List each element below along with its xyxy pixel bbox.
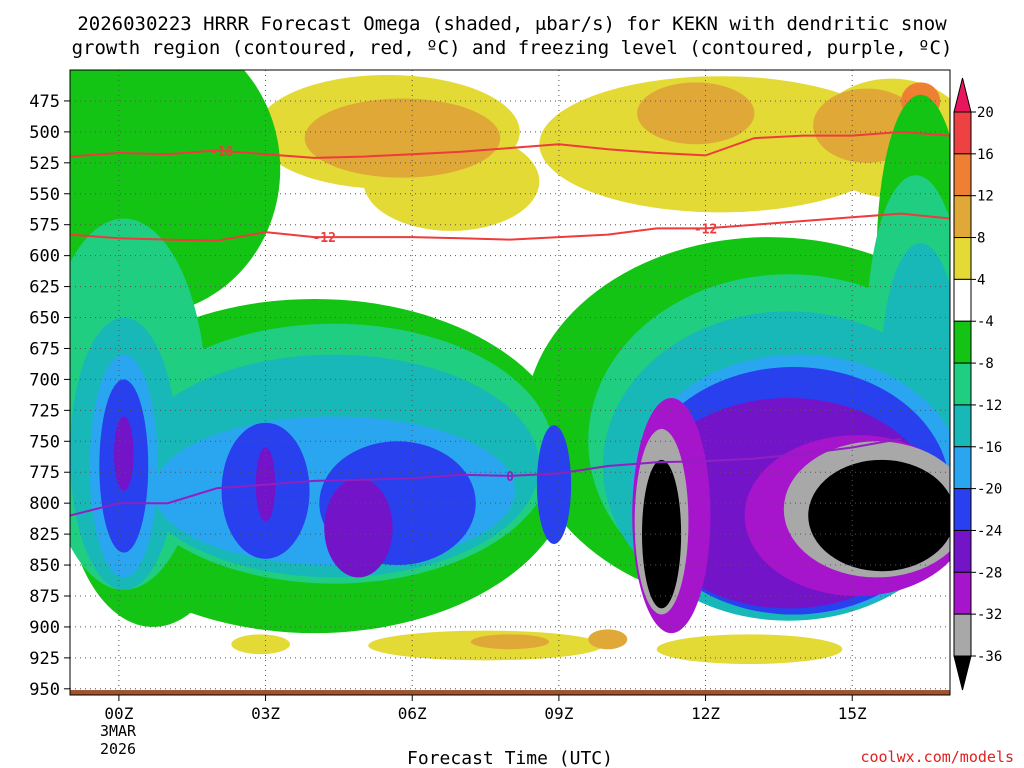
y-tick-label-750: 750 <box>29 432 60 452</box>
date-label-year: 2026 <box>100 740 136 758</box>
y-tick-label-600: 600 <box>29 247 60 267</box>
dgz-contour-minus12-label-0: -12 <box>312 231 335 246</box>
contour-lines: -18 -12 -12 0 <box>70 130 950 517</box>
colorbar-box-2 <box>953 195 972 239</box>
x-tick-label-00Z: 00Z <box>104 704 133 723</box>
x-axis: 00Z 03Z 06Z 09Z 12Z 15Z <box>104 695 867 723</box>
colorbar-box-12 <box>953 613 972 657</box>
colorbar-box-6 <box>953 362 972 406</box>
y-tick-label-625: 625 <box>29 278 60 298</box>
colorbar-box-1 <box>953 153 972 197</box>
colorbar: 20 16 12 8 4 -4 -8 -12 -16 -20 -24 -28 -32 -36 <box>953 77 1002 691</box>
ground-band <box>70 690 950 695</box>
plot-frame <box>69 69 951 696</box>
omega-region-m36-0 <box>642 459 682 609</box>
y-tick-label-950: 950 <box>29 680 60 700</box>
colorbar-label-3: 8 <box>977 231 985 247</box>
colorbar-box-10 <box>953 529 972 573</box>
colorbar-box-8 <box>953 446 972 490</box>
y-tick-label-725: 725 <box>29 401 60 421</box>
omega-region-m20-3 <box>536 425 572 545</box>
colorbar-label-4: 4 <box>977 272 985 288</box>
y-tick-label-825: 825 <box>29 525 60 545</box>
omega-shading <box>70 70 950 665</box>
y-tick-label-800: 800 <box>29 494 60 514</box>
colorbar-label-12: -32 <box>977 607 1002 623</box>
omega-region-m24-0 <box>114 416 134 491</box>
dgz-contour-minus12-label-1: -12 <box>694 222 717 237</box>
dgz-contour-minus12 <box>70 212 950 242</box>
x-tick-label-15Z: 15Z <box>838 704 867 723</box>
y-tick-label-500: 500 <box>29 123 60 143</box>
watermark: coolwx.com/models <box>860 748 1014 766</box>
omega-region-8-3 <box>470 634 550 650</box>
colorbar-label-2: 12 <box>977 189 994 205</box>
colorbar-label-7: -12 <box>977 398 1002 414</box>
x-axis-title: Forecast Time (UTC) <box>407 748 613 768</box>
colorbar-label-10: -24 <box>977 523 1002 539</box>
omega-region-8-4 <box>588 629 628 650</box>
colorbar-label-8: -16 <box>977 440 1002 456</box>
colorbar-label-1: 16 <box>977 147 994 163</box>
y-tick-label-525: 525 <box>29 154 60 174</box>
date-label-day: 3MAR <box>100 722 137 740</box>
colorbar-box-5 <box>953 320 972 364</box>
chart-title-line1: 2026030223 HRRR Forecast Omega (shaded, … <box>77 13 947 35</box>
colorbar-label-0: 20 <box>977 105 994 121</box>
y-tick-label-475: 475 <box>29 92 60 112</box>
ground-surface <box>70 690 950 695</box>
colorbar-box-11 <box>953 571 972 615</box>
y-tick-label-900: 900 <box>29 618 60 638</box>
colorbar-label-6: -8 <box>977 356 994 372</box>
y-tick-label-775: 775 <box>29 463 60 483</box>
colorbar-label-9: -20 <box>977 482 1002 498</box>
omega-region-m36-1 <box>808 459 950 572</box>
y-tick-label-575: 575 <box>29 216 60 236</box>
y-tick-label-550: 550 <box>29 185 60 205</box>
colorbar-bottom-arrow <box>953 655 972 691</box>
y-tick-label-700: 700 <box>29 370 60 390</box>
colorbar-top-arrow <box>953 77 972 113</box>
freezing-level-contour <box>70 437 902 517</box>
x-tick-label-12Z: 12Z <box>691 704 720 723</box>
colorbar-label-11: -28 <box>977 565 1002 581</box>
y-tick-label-850: 850 <box>29 556 60 576</box>
omega-region-4-6 <box>656 634 843 665</box>
colorbar-box-9 <box>953 488 972 531</box>
y-tick-label-875: 875 <box>29 587 60 607</box>
x-tick-label-06Z: 06Z <box>398 704 427 723</box>
freezing-level-contour-label-0: 0 <box>506 470 514 485</box>
y-tick-label-675: 675 <box>29 339 60 359</box>
colorbar-box-4 <box>953 278 972 322</box>
colorbar-box-0 <box>953 111 972 155</box>
colorbar-box-7 <box>953 404 972 448</box>
chart-title-line2: growth region (contoured, red, ºC) and f… <box>72 37 953 59</box>
colorbar-label-5: -4 <box>977 314 994 330</box>
y-axis: 475 500 525 550 575 600 625 650 675 700 725 750 775 8… <box>29 92 70 700</box>
omega-region-4-2 <box>539 76 902 213</box>
omega-region-8-1 <box>637 82 755 145</box>
x-tick-label-03Z: 03Z <box>251 704 280 723</box>
omega-region-m24-2 <box>324 478 393 578</box>
omega-region-4-5 <box>231 634 290 655</box>
colorbar-box-3 <box>953 237 972 280</box>
grid-lines <box>70 70 950 695</box>
dgz-contour-minus18-label-0: -18 <box>210 145 234 160</box>
x-tick-label-09Z: 09Z <box>544 704 573 723</box>
y-tick-label-650: 650 <box>29 309 60 329</box>
colorbar-label-13: -36 <box>977 649 1002 665</box>
dgz-contour-minus18 <box>70 130 950 159</box>
omega-region-8-0 <box>304 98 501 178</box>
y-tick-label-925: 925 <box>29 649 60 669</box>
